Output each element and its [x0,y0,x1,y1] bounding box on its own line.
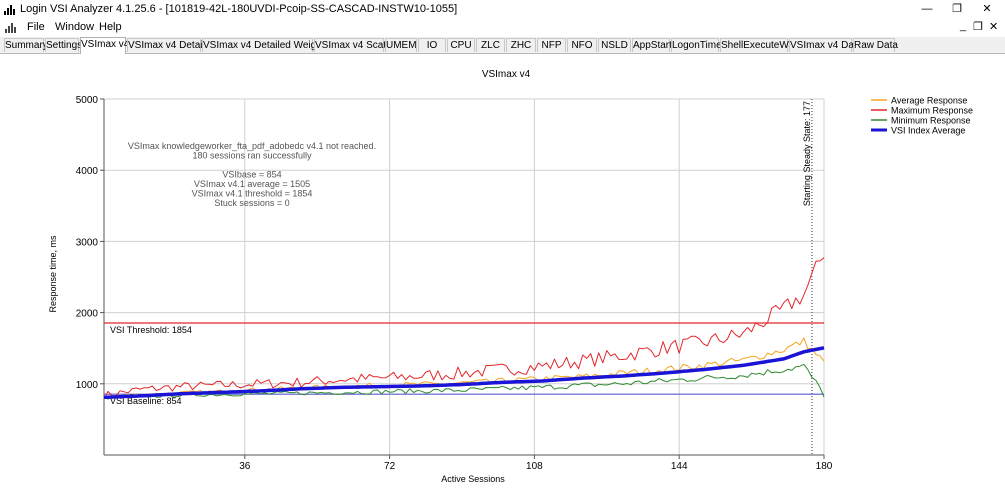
x-axis-label: Active Sessions [441,474,505,484]
document-chart-icon[interactable] [5,22,17,33]
chart-title: VSImax v4 [482,69,531,80]
tick-labels: 36 72 108 144 180 1000 2000 3000 4000 5000 [76,95,833,472]
menu-bar: File Window Help _ ❐ ✕ [0,19,1005,36]
window-titlebar: Login VSI Analyzer 4.1.25.6 - [101819-42… [0,0,1005,19]
annotation-line: VSImax v4.1 average = 1505 [194,179,310,189]
annotation-line: 180 sessions ran successfully [192,151,312,161]
legend-entry: Minimum Response [891,116,971,126]
annotation-line: VSIbase = 854 [222,170,281,180]
menu-help[interactable]: Help [99,21,122,33]
tab-settings[interactable]: Settings [45,38,83,52]
x-tick-label: 180 [816,461,833,472]
annotation-line: VSImax knowledgeworker_fta_pdf_adobedc v… [128,141,376,151]
tab-appstart[interactable]: AppStart [632,38,672,52]
tab-nsld[interactable]: NSLD [598,38,631,52]
restore-button[interactable]: ❐ [952,3,962,15]
menu-window[interactable]: Window [55,21,95,33]
x-tick-label: 72 [384,461,396,472]
tab-zhc[interactable]: ZHC [506,38,536,52]
vsimax-chart: VSImax v4 36 72 108 144 180 1000 2000 3000 4000 5… [48,69,973,484]
y-tick-label: 5000 [76,95,99,106]
series-maximum-response-line [103,257,825,400]
tab-raw-data[interactable]: Raw Data [853,38,898,52]
vsimax-annotation: VSImax knowledgeworker_fta_pdf_adobedc v… [128,141,376,208]
tab-shellexecutewait[interactable]: ShellExecuteWait [720,38,799,52]
tab-vsimax-v4-data[interactable]: VSImax v4 Data [789,38,863,52]
y-tick-label: 1000 [76,380,99,391]
window-title: Login VSI Analyzer 4.1.25.6 - [101819-42… [20,3,458,15]
tab-logontimer[interactable]: LogonTimer [671,38,725,52]
series-lines [103,257,825,400]
tab-umem[interactable]: UMEM [385,38,417,52]
tab-zlc[interactable]: ZLC [476,38,505,52]
menu-file[interactable]: File [27,21,45,33]
legend-entry: Maximum Response [891,106,973,116]
child-minimize-button[interactable]: _ [960,20,967,32]
series-vsi-index-average-line [103,346,825,400]
tab-io[interactable]: IO [418,38,446,52]
tab-summary[interactable]: Summary [4,38,48,52]
y-tick-label: 3000 [76,237,99,248]
y-tick-label: 2000 [76,309,99,320]
x-tick-label: 144 [671,461,688,472]
y-axis-label: Response time, ms [48,235,58,313]
baseline-label: VSI Baseline: 854 [110,396,182,406]
tab-nfp[interactable]: NFP [537,38,566,52]
annotation-line: Stuck sessions = 0 [214,198,289,208]
tab-vsimax-v4-scatter[interactable]: VSImax v4 Scatter [314,38,398,52]
y-tick-label: 4000 [76,166,99,177]
steady-state-label: Starting Steady State: 177 [802,101,812,206]
bar-chart-icon [4,4,16,15]
annotation-line: VSImax v4.1 threshold = 1854 [192,189,313,199]
minimize-button[interactable]: — [921,3,933,15]
threshold-label: VSI Threshold: 1854 [110,325,192,335]
x-tick-label: 108 [526,461,543,472]
tab-nfo[interactable]: NFO [567,38,597,52]
tab-vsimax-v4-detailed[interactable]: VSImax v4 Detailed [127,38,216,52]
child-close-button[interactable]: ✕ [989,21,999,33]
x-tick-label: 36 [239,461,251,472]
chart-panel: VSImax v4 36 72 108 144 180 1000 2000 3000 4000 5… [0,54,1005,499]
tab-bar: Summary Settings VSImax v4 VSImax v4 Det… [0,37,1005,54]
child-restore-button[interactable]: ❐ [973,21,983,33]
tab-vsimax-v4-detailed-weighted[interactable]: VSImax v4 Detailed Weighted [202,38,336,52]
legend-entry: VSI Index Average [891,126,965,136]
tab-cpu[interactable]: CPU [447,38,475,52]
series-minimum-response-line [103,363,825,400]
legend-entry: Average Response [891,96,967,106]
tab-vsimax-v4[interactable]: VSImax v4 [80,37,129,54]
close-button[interactable]: ✕ [982,3,992,15]
